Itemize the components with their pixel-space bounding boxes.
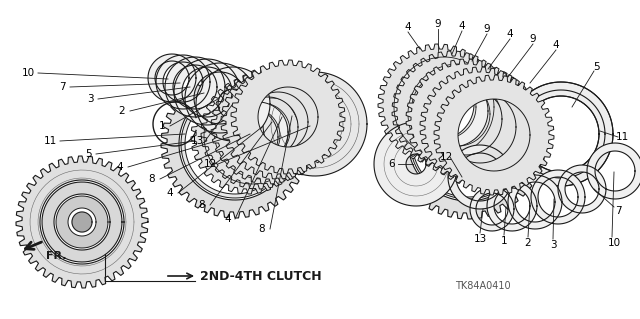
Polygon shape: [448, 145, 512, 209]
Polygon shape: [231, 60, 345, 174]
Text: 10: 10: [607, 238, 621, 248]
Text: 9: 9: [530, 34, 536, 44]
Polygon shape: [204, 88, 300, 184]
Text: 6: 6: [388, 159, 396, 169]
Text: 8: 8: [148, 174, 156, 184]
Text: 3: 3: [86, 94, 93, 104]
Polygon shape: [148, 54, 196, 102]
Text: 12: 12: [204, 159, 216, 169]
Text: 4: 4: [553, 40, 559, 50]
Text: 7: 7: [614, 206, 621, 216]
Polygon shape: [436, 80, 536, 180]
Polygon shape: [509, 82, 613, 186]
Polygon shape: [191, 80, 305, 194]
Text: TK84A0410: TK84A0410: [455, 281, 511, 291]
Polygon shape: [392, 51, 512, 171]
Text: 11: 11: [616, 132, 628, 142]
Text: 4: 4: [459, 21, 465, 31]
Polygon shape: [410, 83, 526, 199]
Polygon shape: [558, 165, 606, 213]
Polygon shape: [224, 78, 320, 174]
Polygon shape: [174, 59, 240, 125]
Text: 11: 11: [44, 136, 56, 146]
Text: 1: 1: [500, 236, 508, 246]
Polygon shape: [72, 212, 92, 232]
Polygon shape: [234, 73, 330, 169]
Text: 4: 4: [404, 22, 412, 32]
Polygon shape: [214, 83, 310, 179]
Polygon shape: [161, 70, 309, 218]
Text: 9: 9: [435, 19, 442, 29]
Text: 1: 1: [159, 121, 165, 131]
Polygon shape: [165, 57, 225, 117]
Polygon shape: [587, 143, 640, 199]
Text: 8: 8: [259, 224, 266, 234]
Polygon shape: [221, 65, 335, 179]
Polygon shape: [408, 64, 508, 164]
Polygon shape: [56, 196, 108, 248]
Text: 4: 4: [116, 162, 124, 172]
Polygon shape: [422, 72, 522, 172]
Polygon shape: [406, 59, 526, 179]
Polygon shape: [394, 57, 494, 157]
Text: 2ND-4TH CLUTCH: 2ND-4TH CLUTCH: [200, 270, 322, 283]
Text: 8: 8: [198, 200, 205, 210]
Text: 13: 13: [190, 136, 204, 146]
Polygon shape: [390, 63, 546, 219]
Polygon shape: [42, 182, 122, 262]
Text: 2: 2: [525, 238, 531, 248]
Polygon shape: [156, 55, 210, 109]
Polygon shape: [185, 63, 255, 133]
Text: 4: 4: [225, 214, 231, 224]
Text: 9: 9: [484, 24, 490, 34]
Polygon shape: [470, 187, 514, 231]
Text: 10: 10: [21, 68, 35, 78]
Text: 4: 4: [166, 188, 173, 198]
Text: 3: 3: [550, 240, 556, 250]
Polygon shape: [378, 44, 498, 164]
Text: 13: 13: [474, 234, 486, 244]
Polygon shape: [374, 122, 458, 206]
Polygon shape: [508, 175, 562, 229]
Polygon shape: [420, 67, 540, 187]
Polygon shape: [263, 72, 367, 176]
Polygon shape: [16, 156, 148, 288]
Text: 4: 4: [507, 29, 513, 39]
Text: 2: 2: [118, 106, 125, 116]
Polygon shape: [487, 181, 537, 231]
Polygon shape: [211, 70, 325, 184]
Text: 7: 7: [59, 82, 65, 92]
Text: 5: 5: [593, 62, 599, 72]
Polygon shape: [531, 170, 585, 224]
Polygon shape: [181, 90, 289, 198]
Text: 5: 5: [84, 149, 92, 159]
Polygon shape: [201, 75, 315, 189]
Polygon shape: [196, 67, 270, 141]
Text: 12: 12: [440, 152, 452, 162]
Text: FR.: FR.: [46, 251, 67, 261]
Polygon shape: [434, 75, 554, 195]
